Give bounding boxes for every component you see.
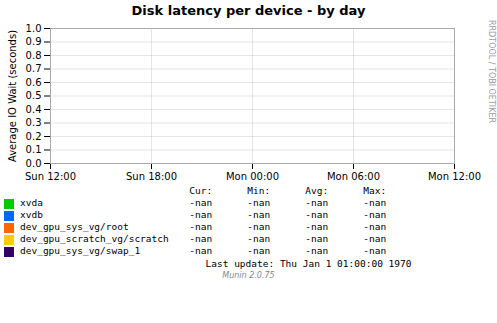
svg-text:Sun 18:00: Sun 18:00: [126, 171, 177, 182]
html-text:-nan: -nan: [247, 209, 271, 220]
html-text:Cur:: Cur:: [189, 185, 213, 196]
html-text:-nan: -nan: [305, 233, 329, 244]
svg-text:Sun 12:00: Sun 12:00: [25, 171, 76, 182]
html-text:-nan: -nan: [305, 245, 329, 256]
html-text:Avg:: Avg:: [305, 185, 329, 196]
svg-text:Mon 06:00: Mon 06:00: [327, 171, 380, 182]
html-text:dev_gpu_scratch_vg/scratch: dev_gpu_scratch_vg/scratch: [20, 233, 169, 244]
html-text:-nan: -nan: [247, 197, 271, 208]
html-text:-nan: -nan: [363, 233, 387, 244]
svg-text:Mon 00:00: Mon 00:00: [226, 171, 279, 182]
html-text:xvda: xvda: [20, 197, 43, 208]
svg-text:0.4: 0.4: [26, 104, 42, 115]
html-text:-nan: -nan: [189, 221, 213, 232]
svg-text:0.1: 0.1: [26, 144, 42, 155]
svg-text:0.7: 0.7: [26, 63, 42, 74]
html-text:dev_gpu_sys_vg/root: dev_gpu_sys_vg/root: [20, 221, 129, 232]
html-text:-nan: -nan: [247, 233, 271, 244]
svg-text:0.0: 0.0: [26, 158, 42, 169]
html-text:-nan: -nan: [305, 221, 329, 232]
html-text:Last update: Thu Jan 1 01:00:0: Last update: Thu Jan 1 01:00:00 1970: [205, 258, 412, 269]
svg-text:0.9: 0.9: [26, 36, 42, 47]
html-text:-nan: -nan: [305, 209, 329, 220]
html-text:-nan: -nan: [363, 197, 387, 208]
svg-text:0.6: 0.6: [26, 77, 42, 88]
svg-text:0.8: 0.8: [26, 50, 42, 61]
html-text:-nan: -nan: [247, 221, 271, 232]
html-text:Disk latency per device - by d: Disk latency per device - by day: [131, 3, 366, 18]
html-text:-nan: -nan: [189, 209, 213, 220]
html-text:RRDTOOL / TOBI OETIKER: RRDTOOL / TOBI OETIKER: [487, 20, 496, 123]
svg-text:Average IO Wait (seconds): Average IO Wait (seconds): [7, 30, 18, 162]
svg-text:0.5: 0.5: [26, 90, 42, 101]
html-text:-nan: -nan: [189, 245, 213, 256]
svg-text:Mon 12:00: Mon 12:00: [428, 171, 481, 182]
html-text:Munin 2.0.75: Munin 2.0.75: [222, 271, 275, 280]
html-text:-nan: -nan: [363, 245, 387, 256]
html-text:Min:: Min:: [247, 185, 271, 196]
html-text:Max:: Max:: [363, 185, 387, 196]
svg-text:1.0: 1.0: [26, 23, 42, 34]
html-text:xvdb: xvdb: [20, 209, 43, 220]
html-text:-nan: -nan: [305, 197, 329, 208]
html-text:dev_gpu_sys_vg/swap_1: dev_gpu_sys_vg/swap_1: [20, 245, 141, 256]
html-text:-nan: -nan: [247, 245, 271, 256]
html-text:-nan: -nan: [189, 197, 213, 208]
html-text:-nan: -nan: [363, 209, 387, 220]
html-text:-nan: -nan: [363, 221, 387, 232]
html-text:-nan: -nan: [189, 233, 213, 244]
svg-text:0.3: 0.3: [26, 117, 42, 128]
svg-text:0.2: 0.2: [26, 131, 42, 142]
